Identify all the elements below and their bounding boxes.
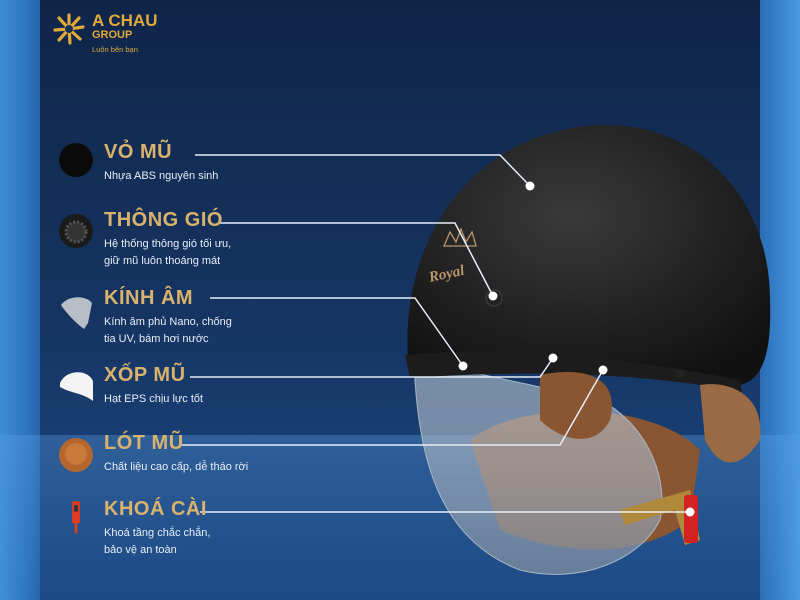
feature-desc: giữ mũ luôn thoáng mát [104, 255, 221, 267]
feature-desc: Khoá tầng chắc chắn, [104, 527, 211, 539]
feature-title: VỎ MŨ [104, 141, 173, 163]
feature-title: THÔNG GIÓ [104, 209, 223, 231]
feature-foam: XỐP MŨ Hạt EPS chịu lực tốt [104, 364, 203, 408]
feature-visor: KÍNH ÂM Kính âm phủ Nano, chống tia UV, b… [104, 287, 232, 348]
feature-title: XỐP MŨ [104, 364, 186, 386]
feature-desc: Chất liệu cao cấp, dễ tháo rời [104, 461, 249, 473]
feature-liner: LÓT MŨ Chất liệu cao cấp, dễ tháo rời [104, 432, 248, 476]
foam-icon [60, 372, 93, 401]
feature-ventilation: THÔNG GIÓ Hệ thống thông gió tối ưu, giữ … [104, 209, 231, 270]
feature-shell: VỎ MŨ Nhựa ABS nguyên sinh [104, 141, 218, 185]
helmet-logo-text: Royal [427, 263, 467, 286]
feature-title: LÓT MŨ [104, 432, 184, 454]
vent-icon [59, 214, 93, 248]
feature-desc: Nhựa ABS nguyên sinh [104, 170, 219, 182]
buckle-icon [72, 501, 80, 534]
helmet-shell-icon [59, 143, 93, 177]
brand-group: GROUP [92, 29, 133, 41]
visor-icon [61, 297, 92, 329]
feature-title: KHOÁ CÀI [104, 498, 207, 520]
feature-desc: Hạt EPS chịu lực tốt [104, 393, 204, 405]
brand-name: A CHAU [92, 11, 158, 30]
feature-buckle: KHOÁ CÀI Khoá tầng chắc chắn, bảo vệ an t… [104, 498, 210, 559]
brand-logo: A CHAU GROUP Luôn bên bạn [52, 12, 157, 54]
crown-icon [443, 227, 477, 247]
liner-icon [59, 438, 93, 472]
sun-logo-icon [53, 13, 85, 45]
callout-lines [180, 154, 690, 513]
feature-desc: tia UV, bám hơi nước [104, 333, 209, 345]
brand-tagline: Luôn bên bạn [92, 45, 138, 54]
callout-dots [458, 181, 695, 517]
feature-title: KÍNH ÂM [104, 287, 194, 309]
feature-desc: bảo vệ an toàn [104, 544, 177, 556]
feature-desc: Hệ thống thông gió tối ưu, [104, 238, 232, 250]
feature-desc: Kính âm phủ Nano, chống [104, 316, 232, 328]
